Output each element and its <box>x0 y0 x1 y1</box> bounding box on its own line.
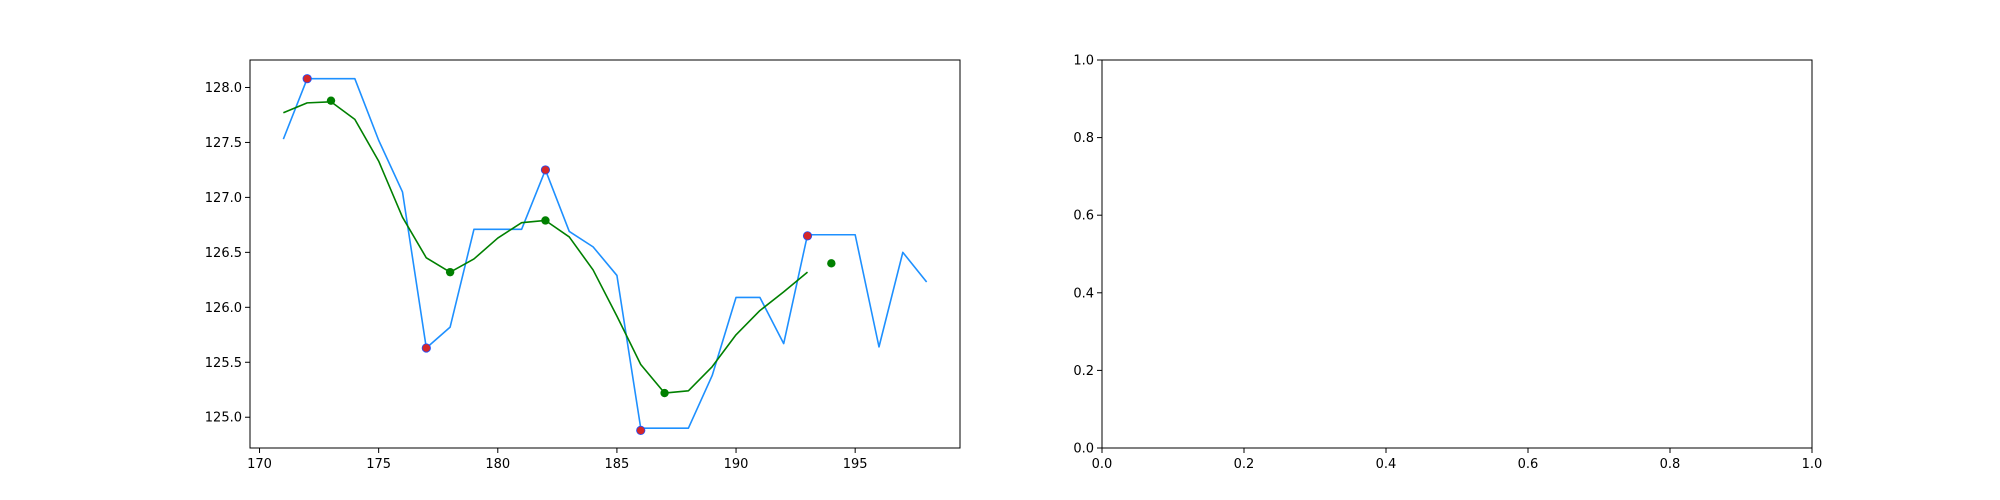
chart-left-price-point-5 <box>401 191 403 193</box>
chart-left-price-point-21 <box>782 342 784 344</box>
chart-left-marks <box>282 74 928 436</box>
chart-left-smoothed-point-15 <box>640 363 642 365</box>
chart-left-x-tick-label-3: 185 <box>604 457 629 472</box>
chart-left: 170 175 180 185 190 195 125.0125.5126.0126.51… <box>205 59 961 472</box>
chart-left-x-tick-label-1: 175 <box>366 457 391 472</box>
chart-left-price-point-2 <box>330 77 332 79</box>
chart-left-price-point-9 <box>497 228 499 230</box>
chart-left-smoothed-point-9 <box>497 237 499 239</box>
chart-right-y-tick-label-2: 0.4 <box>1073 286 1094 301</box>
chart-left-smoothed-point-1 <box>306 102 308 104</box>
chart-left-frame <box>249 59 961 449</box>
chart-left-price-point-8 <box>473 228 475 230</box>
chart-left-price-point-23 <box>830 234 832 236</box>
chart-left-price-point-26 <box>902 251 904 253</box>
chart-left-price-point-10 <box>520 228 522 230</box>
chart-left-price-point-17 <box>687 427 689 429</box>
chart-left-y-tick-label-0: 125.0 <box>205 411 242 426</box>
chart-left-x-tick-label-5: 195 <box>843 457 868 472</box>
chart-left-extrema-marker-3 <box>636 425 646 436</box>
chart-left-price-point-27 <box>925 281 927 283</box>
chart-left-smoothed-point-6 <box>425 257 427 259</box>
chart-right-y-tick-label-4: 0.8 <box>1073 131 1094 146</box>
chart-left-price-point-12 <box>568 230 570 232</box>
chart-right-x-tick-label-3: 0.6 <box>1518 457 1539 472</box>
chart-left-smoothed-point-13 <box>592 269 594 271</box>
chart-right-x-tick-label-1: 0.2 <box>1234 457 1255 472</box>
chart-left-extrema-marker-2 <box>540 165 551 175</box>
chart-left-y-tick-label-4: 127.0 <box>205 191 242 206</box>
chart-right-y-tick-label-5: 1.0 <box>1073 54 1094 69</box>
chart-left-smoothed-point-8 <box>473 258 475 260</box>
chart-left-smoothed-point-14 <box>616 315 618 317</box>
chart-left-smoothed-point-4 <box>377 160 379 162</box>
chart-left-smoothed-extrema-marker-3 <box>660 388 669 398</box>
chart-left-smoothed-point-12 <box>568 236 570 238</box>
chart-right-x-tick-label-5: 1.0 <box>1802 457 1823 472</box>
chart-right-y-tick-label-3: 0.6 <box>1073 209 1094 224</box>
chart-left-smoothed-point-19 <box>735 334 737 336</box>
chart-left-price-point-14 <box>616 274 618 276</box>
chart-left-smoothed-point-5 <box>401 216 403 218</box>
chart-left-price-point-13 <box>592 246 594 248</box>
chart-left-y-tick-label-5: 127.5 <box>205 136 242 151</box>
chart-left-price-point-0 <box>282 138 284 140</box>
chart-right-x-tick-label-2: 0.4 <box>1376 457 1397 472</box>
chart-left-y-tick-label-6: 128.0 <box>205 81 242 96</box>
chart-left-smoothed-point-3 <box>354 118 356 120</box>
chart-left-smoothed-point-10 <box>520 221 522 223</box>
chart-left-y-axis: 125.0 125.5 126.0 126.5 127.0 127.5 128.0 <box>205 81 250 426</box>
chart-left-price-point-4 <box>377 139 379 141</box>
chart-right-x-tick-label-4: 0.8 <box>1660 457 1681 472</box>
chart-right-y-tick-label-0: 0.0 <box>1073 442 1094 457</box>
chart-left-price-point-19 <box>735 296 737 298</box>
chart-left-y-tick-label-2: 126.0 <box>205 301 242 316</box>
chart-left-x-tick-label-4: 190 <box>724 457 749 472</box>
chart-left-smoothed-point-22 <box>806 271 808 273</box>
chart-left-price-point-20 <box>759 296 761 298</box>
chart-right: 0.0 0.2 0.4 0.6 0.8 1.0 0.0 0.2 0.4 0.6 0.8 1.0 <box>1073 54 1822 473</box>
chart-left-x-tick-label-2: 180 <box>485 457 510 472</box>
chart-right-y-tick-label-1: 0.2 <box>1073 364 1094 379</box>
chart-right-frame <box>1101 59 1813 449</box>
chart-left-extrema-marker-0 <box>302 74 312 84</box>
chart-left-smoothed-extrema-marker-4 <box>827 259 836 268</box>
chart-left-x-tick-label-0: 170 <box>247 457 272 472</box>
chart-left-price-point-3 <box>354 77 356 79</box>
chart-right-y-axis: 0.0 0.2 0.4 0.6 0.8 1.0 <box>1073 54 1102 457</box>
chart-left-y-tick-label-3: 126.5 <box>205 246 242 261</box>
chart-left-price-point-18 <box>711 374 713 376</box>
chart-left-price-point-7 <box>449 326 451 328</box>
chart-left-smoothed-extrema-marker-2 <box>541 216 550 225</box>
chart-left-smoothed-point-21 <box>782 291 784 293</box>
chart-left-smoothed-extrema-marker-0 <box>326 96 336 105</box>
chart-left-price-point-16 <box>663 427 665 429</box>
chart-left-smoothed-point-18 <box>711 365 713 367</box>
chart-right-x-axis: 0.0 0.2 0.4 0.6 0.8 1.0 <box>1092 448 1823 472</box>
chart-left-extrema-marker-1 <box>421 343 431 353</box>
chart-left-extrema-marker-4 <box>802 231 813 241</box>
chart-right-x-tick-label-0: 0.0 <box>1092 457 1113 472</box>
chart-left-price-line <box>282 77 928 430</box>
chart-left-price-point-25 <box>878 346 880 348</box>
chart-left-smoothed-extrema-marker-1 <box>445 267 455 277</box>
chart-left-smoothed-point-20 <box>759 309 761 311</box>
chart-left-x-axis: 170 175 180 185 190 195 <box>247 448 868 472</box>
chart-left-y-tick-label-1: 125.5 <box>205 356 242 371</box>
chart-left-smoothed-point-17 <box>687 390 689 392</box>
chart-left-price-point-24 <box>854 234 856 236</box>
chart-left-smoothed-point-0 <box>282 112 284 114</box>
